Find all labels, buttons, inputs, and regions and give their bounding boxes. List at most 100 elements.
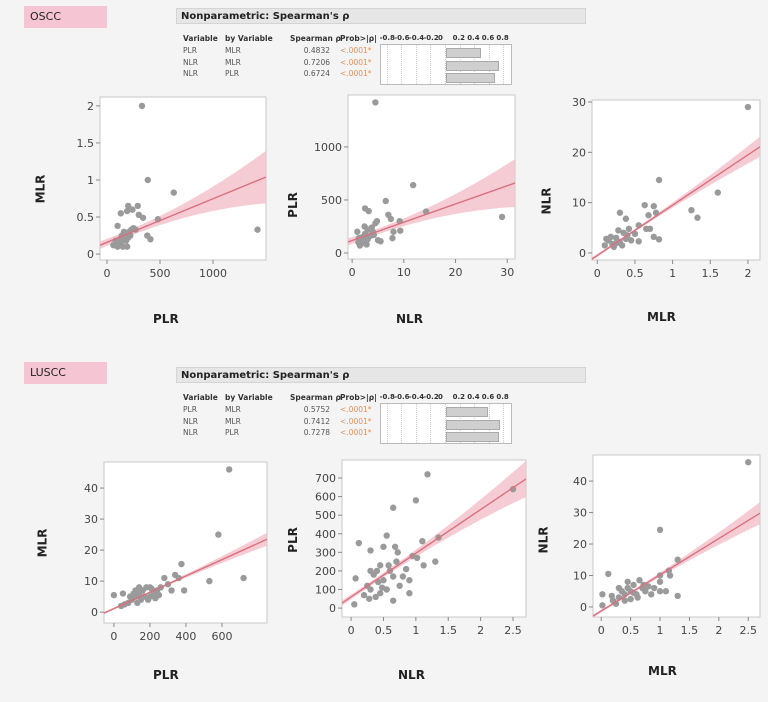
data-point <box>117 210 124 217</box>
x-tick-label: 0 <box>594 267 601 280</box>
data-point <box>144 176 152 184</box>
data-point <box>382 197 389 205</box>
data-point <box>631 230 639 238</box>
y-tick-label: 0.5 <box>77 211 95 224</box>
data-point <box>432 558 439 565</box>
data-point <box>389 504 397 511</box>
data-point <box>389 597 397 604</box>
table-title[interactable]: Nonparametric: Spearman's ρ <box>176 8 586 24</box>
group-label-luscc: LUSCC <box>24 362 107 384</box>
data-point <box>130 224 137 232</box>
data-point <box>147 236 154 243</box>
bar-tick-label: 0.6 <box>481 393 495 401</box>
fit-line <box>342 478 526 604</box>
gridline <box>386 404 388 443</box>
data-point <box>114 222 121 230</box>
data-point <box>144 596 152 603</box>
gridline <box>415 404 417 443</box>
correlation-bar <box>446 407 488 417</box>
data-point <box>355 539 363 547</box>
data-point <box>378 584 386 591</box>
y-tick-label: 20 <box>84 544 98 557</box>
y-tick-label: 0 <box>87 248 94 261</box>
x-tick-label: 0 <box>598 624 605 637</box>
column-header: Prob>|ρ| <box>340 393 377 402</box>
data-point <box>383 532 390 539</box>
data-point <box>634 594 641 601</box>
data-point <box>114 243 121 250</box>
x-tick-label: 30 <box>500 266 514 279</box>
cell-by: PLR <box>225 69 239 78</box>
x-tick-label: 200 <box>139 630 160 643</box>
y-tick-label: 0 <box>329 602 336 615</box>
data-point <box>372 593 379 601</box>
cell-variable: NLR <box>183 416 198 426</box>
data-point <box>365 207 372 215</box>
data-point <box>714 189 722 196</box>
y-tick-label: 40 <box>573 475 587 488</box>
data-point <box>420 562 427 569</box>
data-point <box>138 102 146 110</box>
data-point <box>603 235 610 243</box>
group-label-oscc: OSCC <box>24 6 107 28</box>
cell-by: PLR <box>225 428 239 437</box>
data-point <box>643 225 650 233</box>
data-point <box>406 590 413 597</box>
bar-tick-label: 0.4 <box>467 393 480 401</box>
cell-by: MLR <box>225 416 241 426</box>
data-point <box>206 577 213 585</box>
column-header: Variable <box>183 393 218 402</box>
data-point <box>616 209 624 216</box>
x-tick-label: 0.5 <box>626 267 644 280</box>
y-axis-title: MLR <box>35 528 50 558</box>
bar-tick-label: -0.6 <box>394 34 410 42</box>
gridline <box>430 45 432 84</box>
data-point <box>367 547 374 554</box>
cell-variable: PLR <box>183 46 197 55</box>
y-tick-label: 300 <box>315 546 336 559</box>
data-point <box>650 233 657 241</box>
data-point <box>363 241 370 248</box>
data-point <box>656 588 664 595</box>
bar-tick-label: 0.2 <box>452 34 465 42</box>
data-point <box>674 556 681 563</box>
table-title[interactable]: Nonparametric: Spearman's ρ <box>176 367 586 383</box>
gridline <box>386 45 388 84</box>
cell-rho: 0.7412 <box>303 416 330 426</box>
data-point <box>360 591 368 599</box>
bar-tick-label: 0.6 <box>481 34 495 42</box>
data-point <box>402 565 410 573</box>
data-point <box>498 213 506 221</box>
data-point <box>655 236 663 243</box>
data-point <box>380 543 387 550</box>
data-point <box>364 235 371 243</box>
bar-tick-label: 0.8 <box>496 34 509 42</box>
data-point <box>377 562 384 569</box>
y-tick-label: 1.5 <box>77 137 95 150</box>
cell-variable: NLR <box>183 428 198 437</box>
data-point <box>124 202 132 210</box>
correlation-bar <box>446 432 500 442</box>
data-point <box>215 531 222 538</box>
data-point <box>161 574 168 582</box>
data-point <box>129 206 136 213</box>
x-tick-label: 1.5 <box>440 624 458 637</box>
y-tick-label: 0 <box>91 606 98 619</box>
data-point <box>650 584 658 592</box>
data-point <box>387 215 395 223</box>
cell-variable: NLR <box>183 57 198 67</box>
y-tick-label: 700 <box>315 472 336 485</box>
cell-p: <.0001* <box>340 416 372 426</box>
cell-by: MLR <box>225 405 241 414</box>
plot-area <box>592 103 760 260</box>
cell-p: <.0001* <box>340 428 372 437</box>
correlation-bar-chart <box>380 403 512 444</box>
x-tick-label: 20 <box>449 266 463 279</box>
data-point <box>625 225 633 233</box>
data-point <box>374 237 382 244</box>
data-point <box>412 497 420 504</box>
data-point <box>636 576 643 584</box>
cell-variable: NLR <box>183 69 198 78</box>
data-point <box>615 584 623 592</box>
